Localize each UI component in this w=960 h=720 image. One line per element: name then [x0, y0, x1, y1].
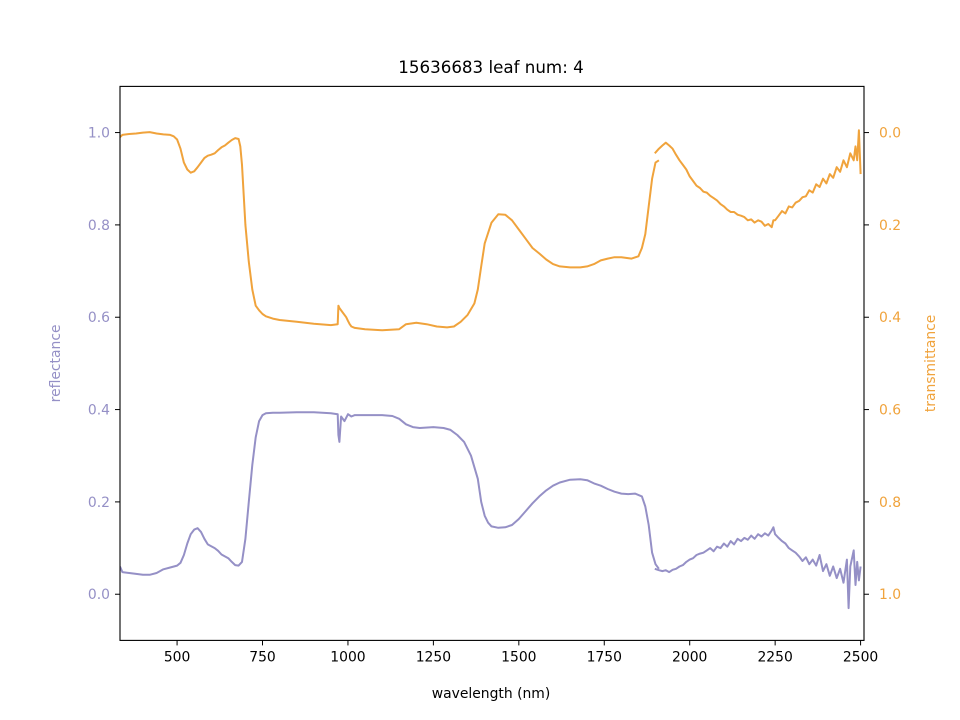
- right-tick-label-1: 0.2: [879, 218, 901, 234]
- x-tick-label-750: 750: [249, 649, 276, 665]
- transmittance-line-1: [654, 129, 862, 229]
- left-y-axis: 0.0 0.2 0.4 0.6 0.8 1.0: [88, 126, 120, 603]
- right-tick-label-3: 0.6: [879, 403, 901, 419]
- left-tick-label-2: 0.4: [88, 403, 110, 419]
- x-tick-label-1750: 1750: [587, 649, 622, 665]
- x-tick-label-500: 500: [164, 649, 191, 665]
- left-tick-label-3: 0.6: [88, 310, 110, 326]
- x-tick-label-1250: 1250: [416, 649, 451, 665]
- reflectance-line-0: [120, 411, 660, 576]
- x-axis-label: wavelength (nm): [432, 686, 551, 702]
- x-tick-label-2500: 2500: [843, 649, 878, 665]
- x-axis: 500 750 1000 1250 1500 1750 2000 2250 2500: [164, 640, 878, 665]
- x-tick-label-1500: 1500: [501, 649, 536, 665]
- x-tick-label-2250: 2250: [757, 649, 792, 665]
- series-layer: [120, 129, 862, 610]
- left-tick-label-0: 0.0: [88, 587, 110, 603]
- right-tick-label-4: 0.8: [879, 495, 901, 511]
- right-tick-label-5: 1.0: [879, 587, 901, 603]
- left-tick-label-5: 1.0: [88, 126, 110, 142]
- right-tick-label-0: 0.0: [879, 126, 901, 142]
- x-tick-label-2000: 2000: [672, 649, 707, 665]
- x-tick-label-1000: 1000: [330, 649, 365, 665]
- chart-title: 15636683 leaf num: 4: [398, 57, 584, 77]
- reflectance-line-1: [654, 526, 862, 610]
- left-tick-label-1: 0.2: [88, 495, 110, 511]
- right-y-axis: 0.0 0.2 0.4 0.6 0.8 1.0: [864, 126, 901, 603]
- transmittance-line-0: [120, 131, 660, 332]
- left-axis-label: reflectance: [48, 324, 64, 402]
- right-tick-label-2: 0.4: [879, 310, 901, 326]
- left-tick-label-4: 0.8: [88, 218, 110, 234]
- plot-frame: [119, 85, 865, 641]
- right-axis-label: transmittance: [923, 315, 939, 413]
